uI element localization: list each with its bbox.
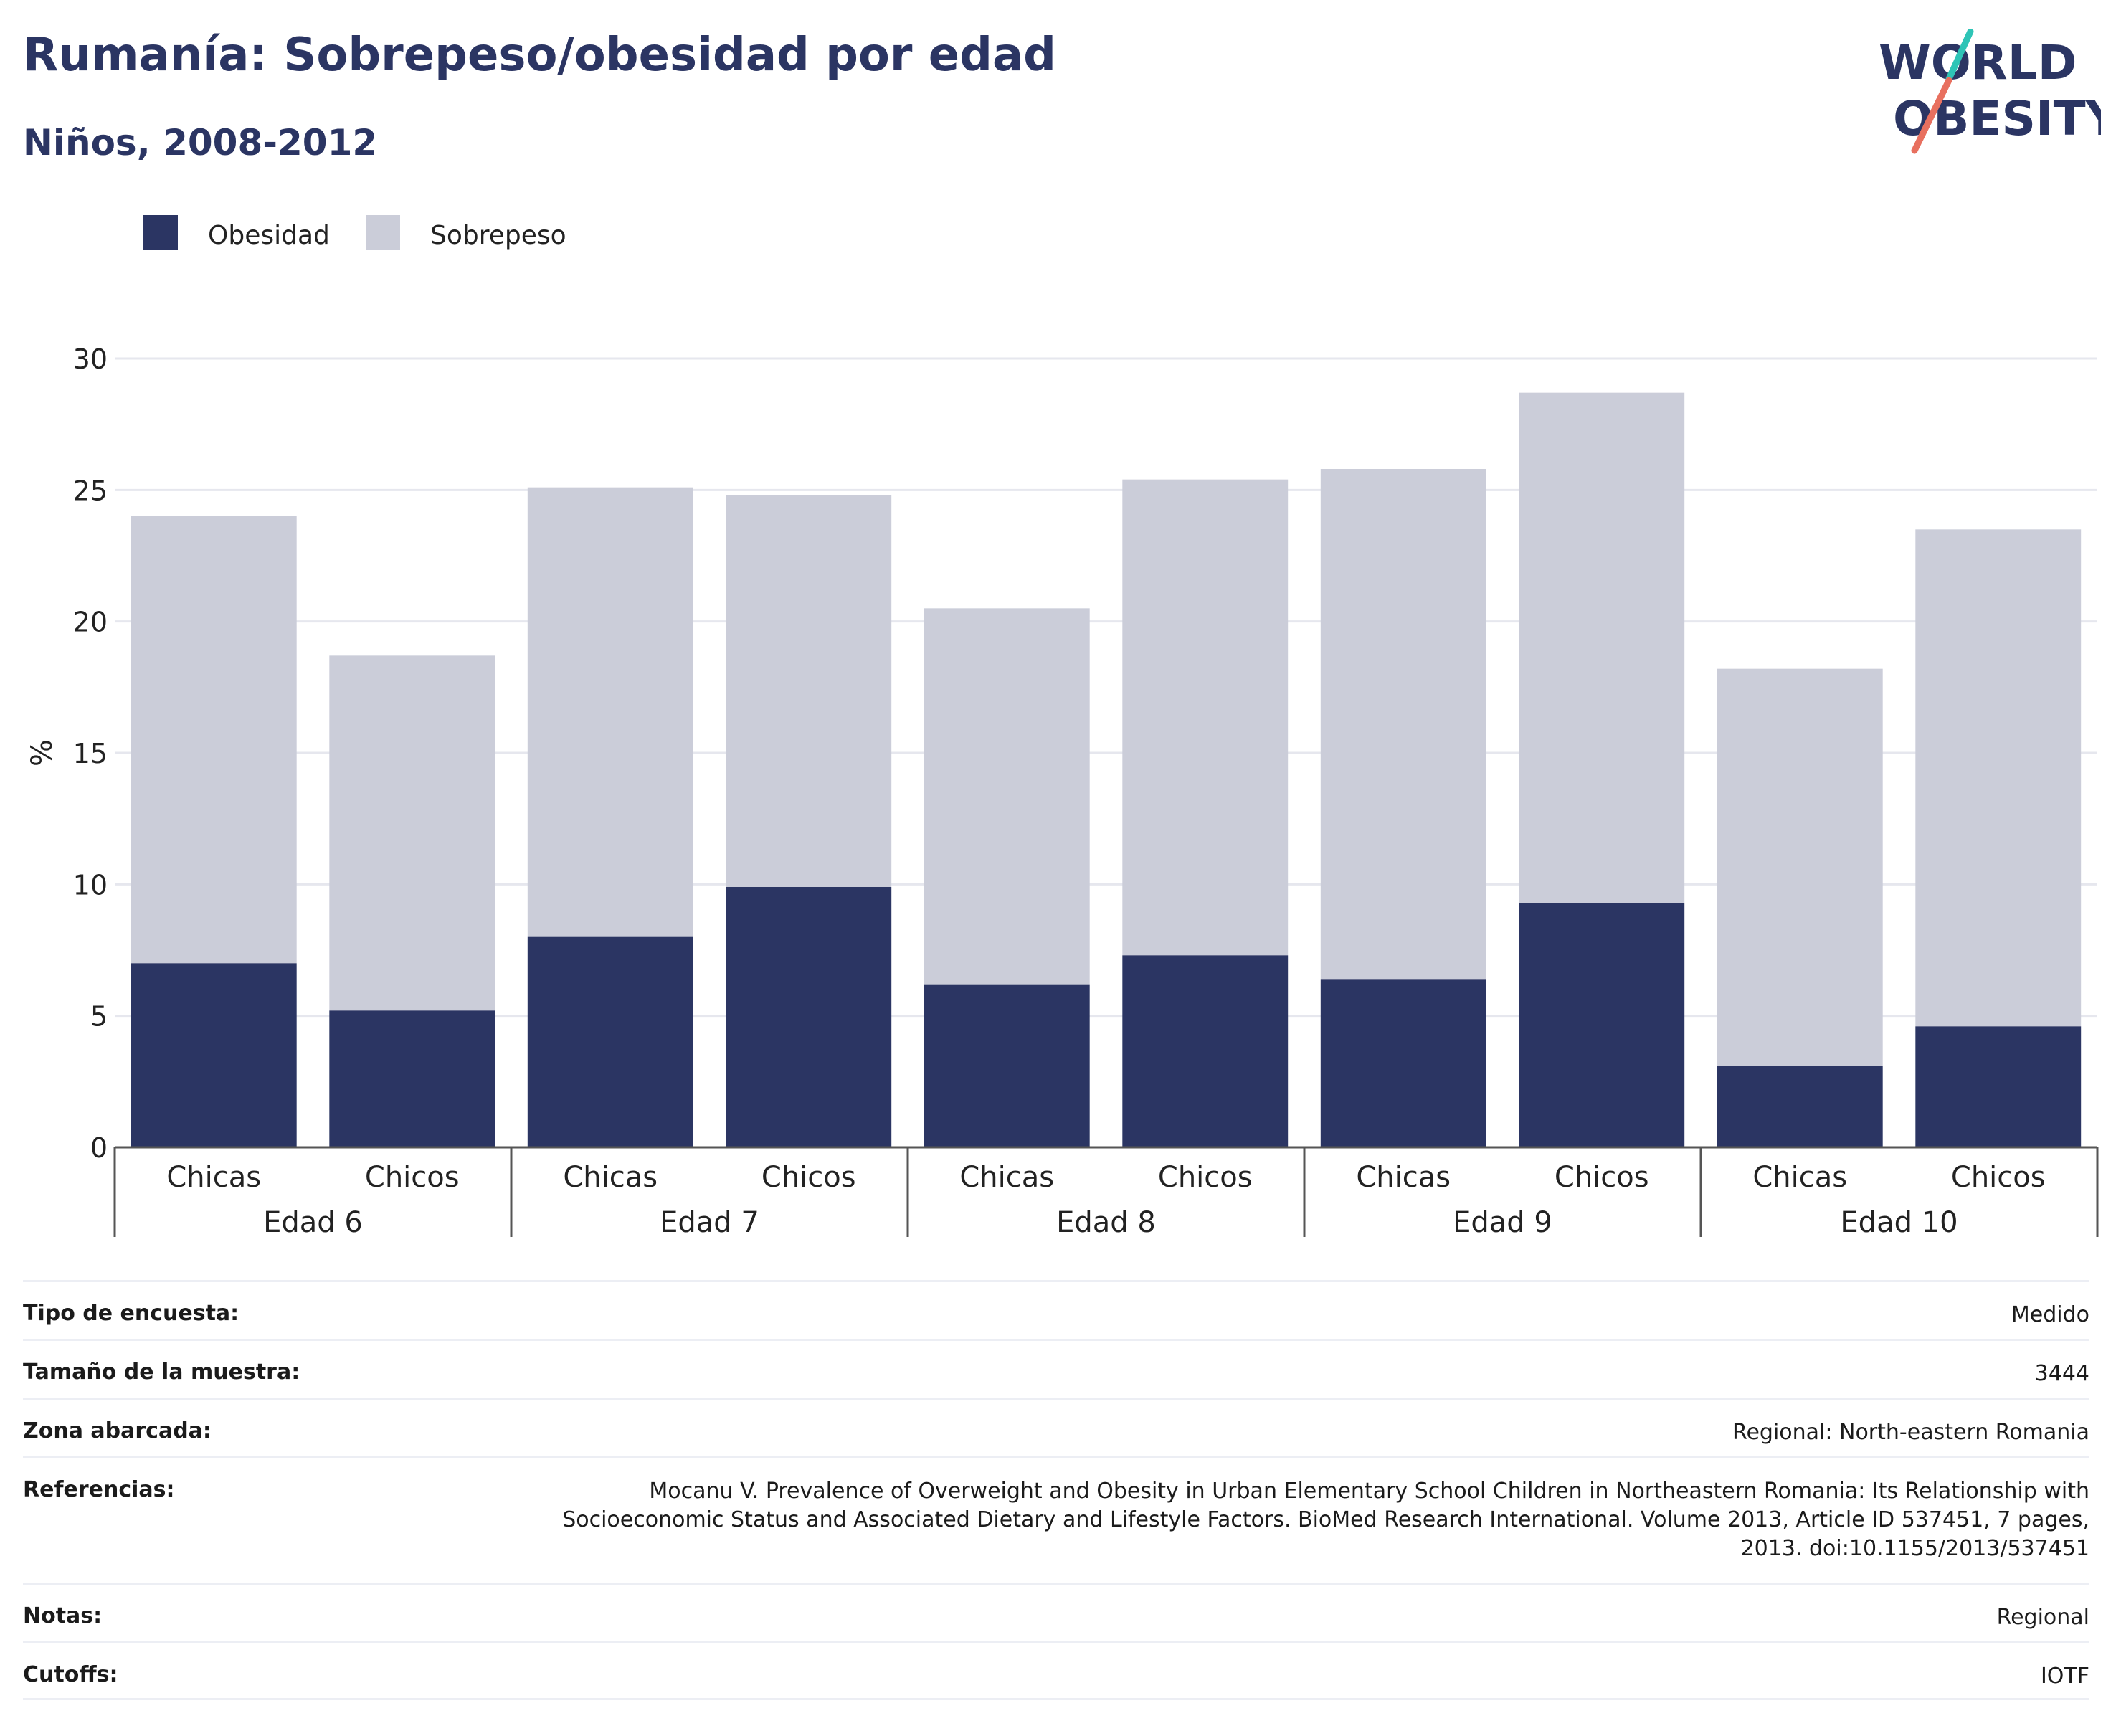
bar-sobrepeso (726, 495, 892, 887)
stacked-bar-chart: Obesidad Sobrepeso 0 5 10 15 20 25 30% Chicas Chi… (26, 215, 2099, 1239)
bar-sobrepeso (527, 487, 693, 937)
x-tick-label: Chicos (1951, 1161, 2046, 1194)
legend: Obesidad Sobrepeso (143, 215, 566, 250)
bar-obesidad (329, 1010, 495, 1147)
info-value: IOTF (2040, 1664, 2089, 1689)
bar-sobrepeso (1717, 668, 1883, 1066)
x-tick-label: Chicas (563, 1161, 658, 1194)
group-label: Edad 9 (1453, 1206, 1552, 1239)
bars (131, 392, 2082, 1147)
y-tick-label: 15 (73, 738, 108, 769)
info-row-cutoffs: Cutoffs: IOTF (23, 1641, 2089, 1700)
x-tick-label: Chicos (1158, 1161, 1253, 1194)
y-tick-label: 20 (73, 607, 108, 638)
bar-obesidad (924, 984, 1090, 1147)
info-row-survey-type: Tipo de encuesta: Medido (23, 1280, 2089, 1339)
bar-obesidad (726, 887, 892, 1147)
bar-obesidad (527, 936, 693, 1147)
x-tick-label: Chicas (1752, 1161, 1847, 1194)
bar-sobrepeso (1519, 392, 1685, 903)
info-label: Tipo de encuesta: (23, 1301, 239, 1326)
info-row-notes: Notas: Regional (23, 1583, 2089, 1641)
logo-slash-bottom (1911, 77, 1952, 154)
bar-sobrepeso (924, 608, 1090, 985)
y-axis-label: % (26, 739, 59, 767)
info-label: Zona abarcada: (23, 1418, 212, 1443)
bar-sobrepeso (131, 516, 297, 964)
group-label: Edad 6 (263, 1206, 363, 1239)
bar-sobrepeso (1915, 529, 2082, 1027)
info-label: Cutoffs: (23, 1662, 118, 1687)
info-row-references: Referencias: Mocanu V. Prevalence of Ove… (23, 1456, 2089, 1583)
info-table: Tipo de encuesta: Medido Tamaño de la mu… (23, 1280, 2089, 1700)
y-tick-label: 0 (90, 1132, 108, 1164)
info-value: 3444 (2034, 1361, 2089, 1386)
info-value: Regional (1996, 1605, 2089, 1630)
legend-swatch-0 (143, 215, 178, 250)
group-label: Edad 10 (1840, 1206, 1958, 1239)
legend-swatch-1 (366, 215, 400, 250)
y-tick-label: 25 (73, 475, 108, 506)
info-value: Medido (2011, 1302, 2089, 1327)
legend-label-1: Sobrepeso (430, 221, 566, 250)
chart-title: Rumanía: Sobrepeso/obesidad por edad (23, 29, 1056, 82)
y-tick-label: 10 (73, 869, 108, 901)
x-tick-label: Chicos (1555, 1161, 1649, 1194)
axes: 0 5 10 15 20 25 30% Chicas Chicos Chicas Chicos Chi… (26, 343, 2099, 1239)
info-row-area: Zona abarcada: Regional: North-eastern R… (23, 1398, 2089, 1456)
world-obesity-logo: WORLD OBESITY (1879, 29, 2101, 154)
logo-slash-top (1945, 29, 1974, 82)
legend-label-0: Obesidad (208, 221, 330, 250)
bar-obesidad (1915, 1026, 2082, 1147)
logo-text-world: WORLD (1879, 35, 2077, 90)
y-tick-label: 5 (90, 1001, 108, 1033)
bar-sobrepeso (329, 655, 495, 1011)
x-tick-label: Chicas (1356, 1161, 1451, 1194)
x-tick-label: Chicas (959, 1161, 1054, 1194)
x-tick-label: Chicos (761, 1161, 856, 1194)
bar-obesidad (131, 963, 297, 1147)
info-label: Referencias: (23, 1477, 175, 1502)
bar-obesidad (1122, 955, 1289, 1147)
x-tick-label: Chicos (365, 1161, 460, 1194)
bar-obesidad (1717, 1066, 1883, 1147)
y-tick-label: 30 (73, 343, 108, 375)
bar-obesidad (1320, 979, 1486, 1147)
group-label: Edad 7 (660, 1206, 759, 1239)
info-label: Notas: (23, 1603, 103, 1628)
info-row-sample-size: Tamaño de la muestra: 3444 (23, 1339, 2089, 1398)
bar-obesidad (1519, 903, 1685, 1147)
info-value: Mocanu V. Prevalence of Overweight and O… (562, 1479, 2089, 1561)
info-label: Tamaño de la muestra: (23, 1360, 300, 1385)
info-value: Regional: North-eastern Romania (1732, 1420, 2089, 1445)
bar-sobrepeso (1122, 479, 1289, 956)
chart-subtitle: Niños, 2008-2012 (23, 122, 378, 163)
group-label: Edad 8 (1056, 1206, 1156, 1239)
x-tick-label: Chicas (166, 1161, 261, 1194)
bar-sobrepeso (1320, 469, 1486, 980)
